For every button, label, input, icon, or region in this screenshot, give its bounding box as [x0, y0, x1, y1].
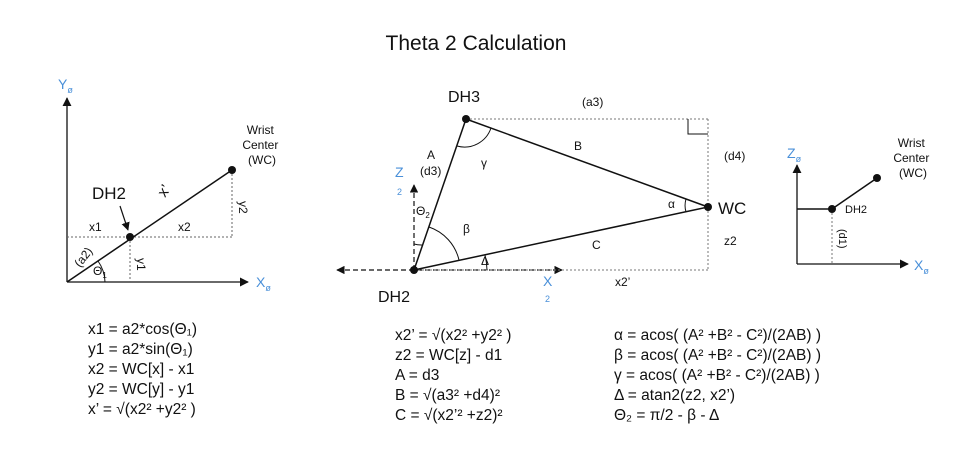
right-wc-label: Wrist Center (WC): [893, 136, 932, 180]
middle-z-axis-label: Z: [395, 164, 404, 180]
middle-side-b: [465, 118, 709, 208]
left-wc-point: [228, 166, 236, 174]
middle-theta2-arc: [413, 243, 424, 246]
middle-alpha-label: α: [668, 197, 675, 211]
left-x-prime-label: x’: [154, 182, 174, 200]
middle-delta-arc: [484, 254, 488, 271]
right-x-axis-label: Xø: [914, 257, 929, 276]
left-x-axis-label: Xø: [256, 274, 271, 293]
equation-left-1: x1 = a2*cos(Θ₁): [88, 321, 197, 338]
right-dh2-joint: [828, 205, 836, 213]
left-dh2-pointer: [119, 205, 130, 231]
middle-wc-label: WC: [718, 199, 746, 218]
middle-x-axis-sub: 2: [545, 294, 550, 304]
middle-side-c-label: C: [592, 238, 601, 252]
middle-side-a: [413, 118, 467, 271]
middle-z-axis-sub: 2: [397, 187, 402, 197]
middle-theta2-label: Θ2: [416, 204, 430, 220]
middle-side-b-label: B: [574, 139, 582, 153]
middle-d3-label: (d3): [420, 164, 441, 178]
right-dh2-label: DH2: [845, 204, 867, 216]
page-title: Theta 2 Calculation: [386, 32, 567, 55]
middle-gamma-arc: [456, 127, 492, 148]
equation-middle-2: z2 = WC[z] - d1: [395, 347, 502, 364]
left-a2-label: (a2): [71, 244, 95, 269]
middle-dh2-label: DH2: [378, 289, 410, 306]
left-x2-label: x2: [178, 220, 191, 234]
equation-left-4: y2 = WC[y] - y1: [88, 381, 194, 398]
left-wc-label: Wrist Center (WC): [242, 123, 281, 167]
equation-left-5: x’ = √(x2² +y2² ): [88, 401, 196, 418]
middle-delta-label: Δ: [481, 254, 489, 268]
middle-x-axis-label: X: [543, 273, 553, 289]
equation-right-4: Δ = atan2(z2, x2’): [614, 387, 735, 404]
equations-left: x1 = a2*cos(Θ₁) y1 = a2*sin(Θ₁) x2 = WC[…: [88, 321, 197, 418]
left-y2-label: y2: [236, 201, 250, 214]
left-dh2-label: DH2: [92, 184, 126, 203]
middle-dh3-label: DH3: [448, 89, 480, 106]
equation-left-3: x2 = WC[x] - x1: [88, 361, 194, 378]
equation-middle-4: B = √(a3² +d4)²: [395, 387, 500, 404]
middle-side-c: [413, 206, 709, 271]
left-x1-label: x1: [89, 220, 102, 234]
equation-right-1: α = acos( (A² +B² - C²)/(2AB) ): [614, 327, 821, 344]
equation-middle-5: C = √(x2’² +z2)²: [395, 407, 503, 424]
equations-middle: x2’ = √(x2² +y2² ) z2 = WC[z] - d1 A = d…: [395, 327, 511, 424]
equation-left-2: y1 = a2*sin(Θ₁): [88, 341, 193, 358]
equation-right-2: β = acos( (A² +B² - C²)/(2AB) ): [614, 347, 821, 364]
left-theta1-label: Θ1: [93, 264, 107, 280]
middle-alpha-arc: [684, 198, 687, 213]
middle-a3-label: (a3): [582, 95, 603, 109]
left-y-axis-label: Yø: [58, 76, 73, 95]
left-link-line: [66, 169, 233, 283]
middle-beta-arc: [428, 226, 460, 261]
equation-middle-3: A = d3: [395, 367, 439, 384]
left-y1-label: y1: [134, 258, 148, 271]
equation-right-3: γ = acos( (A² +B² - C²)/(2AB) ): [614, 367, 820, 384]
left-theta1-arc: [97, 260, 106, 283]
middle-side-a-label: A: [427, 148, 435, 162]
middle-diagram: Z 2 X 2 DH3 DH2 WC (a3) (d4) A (d3) B C …: [336, 89, 746, 306]
right-arm-link: [831, 177, 878, 210]
equation-right-5: Θ₂ = π/2 - β - Δ: [614, 407, 719, 424]
middle-d4-label: (d4): [724, 149, 745, 163]
middle-dh2-joint: [410, 266, 418, 274]
middle-gamma-label: γ: [481, 156, 487, 170]
right-diagram: Zø Xø DH2 (d1) Wrist Center (WC): [787, 136, 932, 276]
left-dh2-joint: [126, 233, 134, 241]
right-wc-point: [873, 174, 881, 182]
middle-wc-point: [704, 203, 712, 211]
right-z-axis-label: Zø: [787, 145, 802, 164]
right-d1-label: (d1): [836, 229, 848, 249]
left-diagram: Yø Xø DH2 Wrist Center (WC) x’ x1 x2 y2 …: [58, 76, 281, 293]
middle-dh3-joint: [462, 115, 470, 123]
middle-beta-label: β: [463, 222, 470, 236]
equation-middle-1: x2’ = √(x2² +y2² ): [395, 327, 511, 344]
equations-right: α = acos( (A² +B² - C²)/(2AB) ) β = acos…: [614, 327, 821, 424]
middle-z2-label: z2: [724, 234, 737, 248]
middle-right-angle-mark: [687, 119, 708, 135]
middle-x2p-label: x2’: [615, 275, 630, 289]
